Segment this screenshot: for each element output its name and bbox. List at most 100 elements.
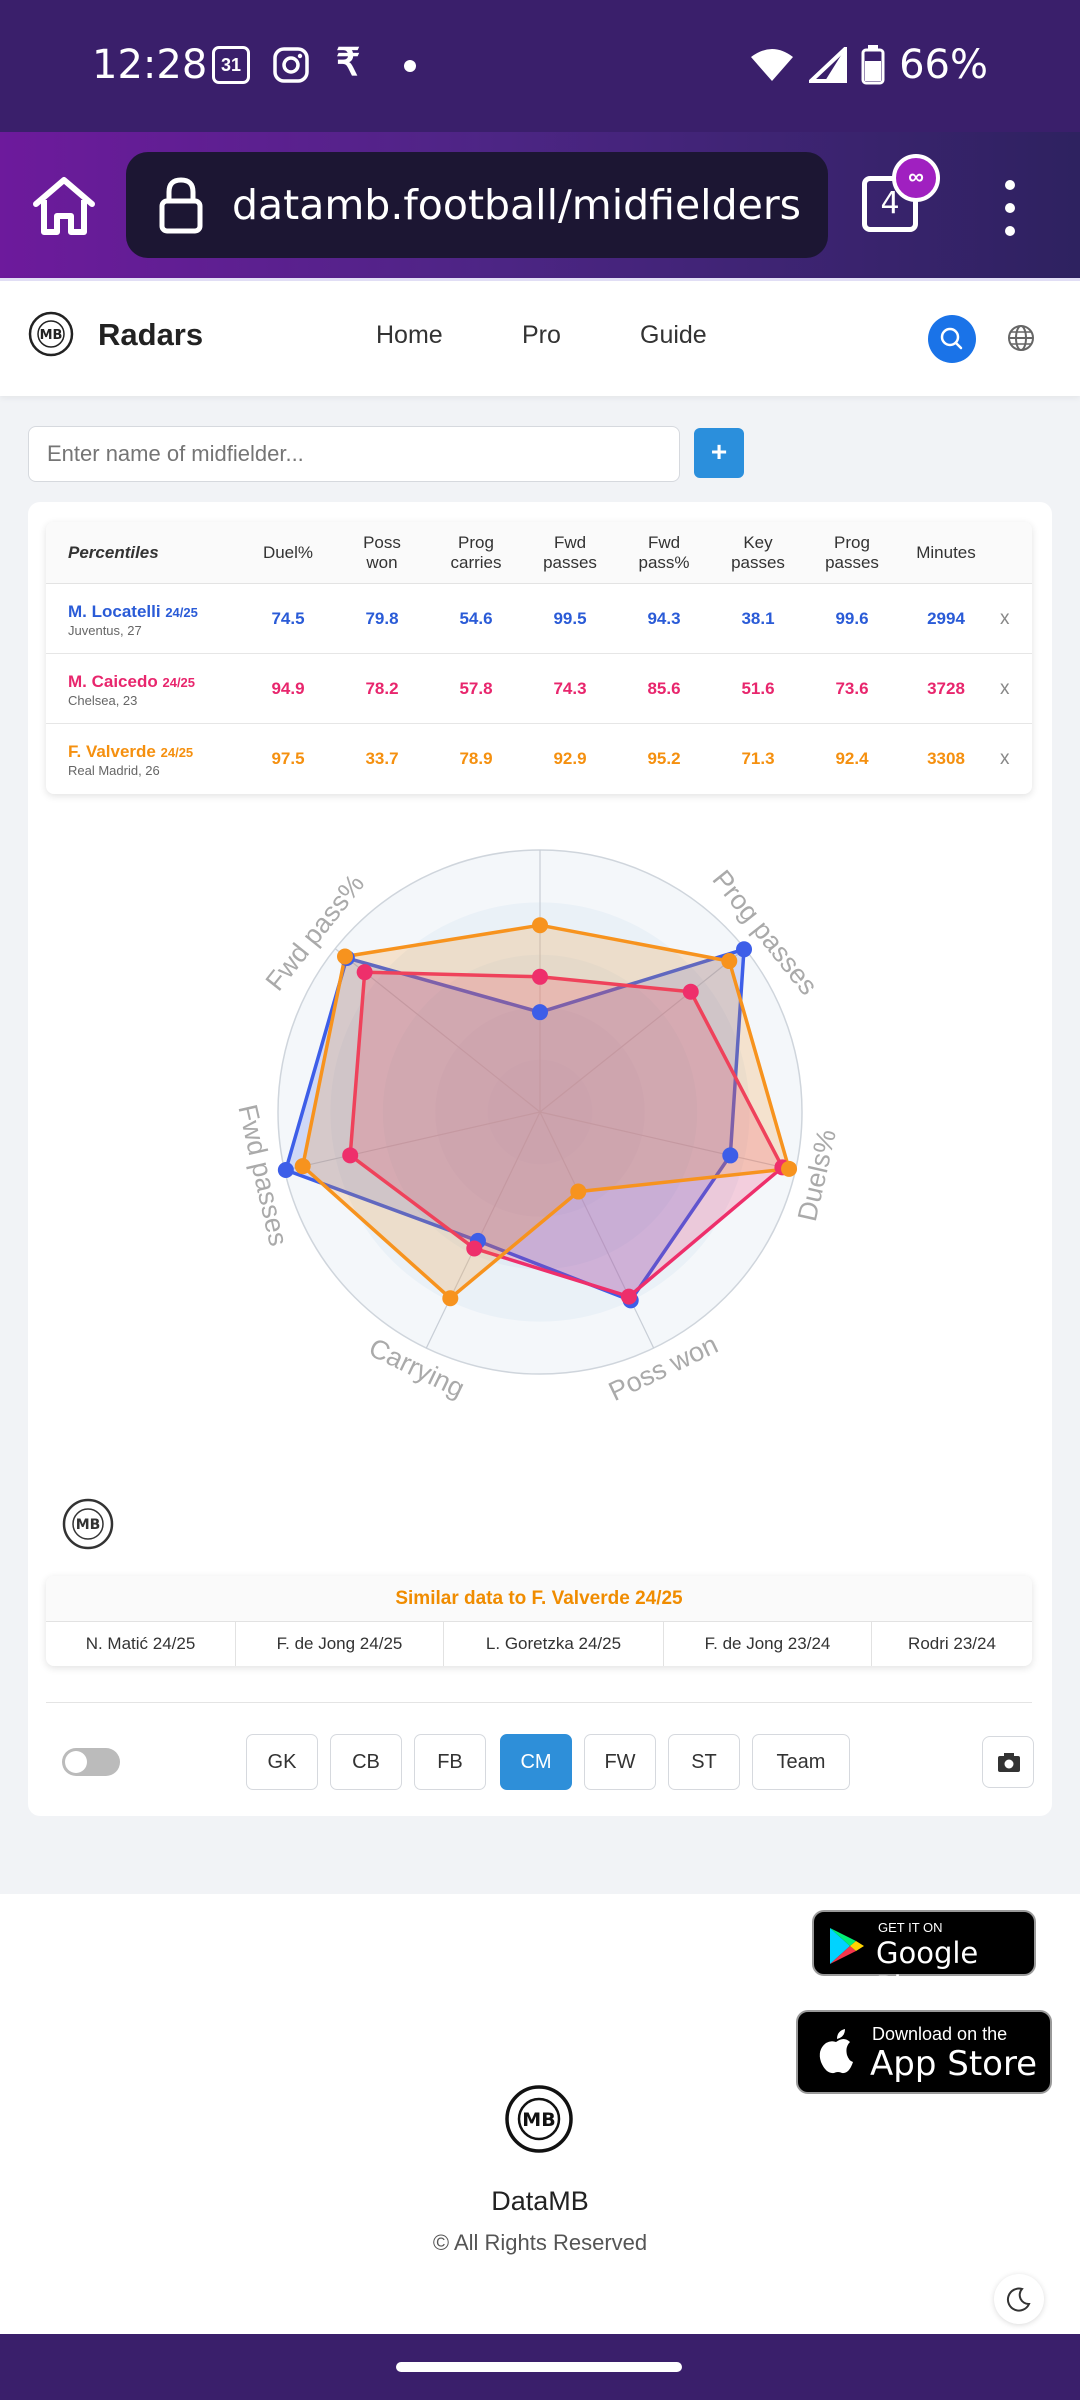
similar-players: Similar data to F. Valverde 24/25 N. Mat… (46, 1576, 1032, 1666)
radar-spoke (539, 1111, 796, 1171)
radar-point (682, 983, 699, 1000)
footer-copyright: © All Rights Reserved (432, 2230, 648, 2255)
nav-pro[interactable]: Pro (522, 321, 561, 349)
datamb-logo-icon[interactable]: MB (28, 311, 74, 357)
table-cell: 74.3 (553, 679, 587, 698)
search-button[interactable] (928, 315, 976, 363)
remove-player-button[interactable]: x (1000, 678, 1010, 699)
google-play-big-text: Google Play (876, 1936, 979, 2004)
position-button-cm[interactable]: CM (500, 1734, 572, 1790)
table-row: F. Valverde 24/25 Real Madrid, 26 97.5 33.7… (46, 724, 1032, 794)
table-cell: 85.6 (647, 679, 681, 698)
compare-toggle[interactable] (62, 1748, 120, 1776)
table-cell: 54.6 (459, 609, 493, 628)
radar-point (620, 1288, 637, 1305)
radar-point (442, 1290, 459, 1307)
status-right: 66% (749, 42, 988, 88)
table-cell: 33.7 (365, 749, 399, 768)
table-cell: 51.6 (741, 679, 775, 698)
radar-point (532, 917, 548, 934)
position-button-cb[interactable]: CB (330, 1734, 402, 1790)
site-brand[interactable]: Radars (98, 317, 204, 352)
similar-item[interactable]: N. Matić 24/25 (46, 1622, 236, 1666)
site-navbar: MB Radars Home Pro Guide (0, 278, 1080, 396)
radar-point (356, 964, 373, 981)
radar-point (294, 1158, 311, 1175)
battery-percent: 66% (899, 42, 988, 88)
player-name[interactable]: M. Locatelli 24/25 (68, 602, 198, 622)
radar-point (532, 1004, 548, 1021)
rupee-icon: ₹ (336, 42, 361, 84)
incognito-badge-icon: ∞ (892, 154, 940, 202)
player-name[interactable]: F. Valverde 24/25 (68, 742, 193, 762)
logo-text: MB (40, 328, 63, 343)
position-button-st[interactable]: ST (668, 1734, 740, 1790)
header-prog-passes: Prog passes (825, 533, 879, 572)
table-cell: 38.1 (741, 609, 775, 628)
dark-mode-button[interactable] (994, 2274, 1044, 2324)
notification-dot-icon (404, 60, 416, 72)
radar-point (736, 941, 753, 958)
remove-player-button[interactable]: x (1000, 608, 1010, 629)
signal-icon (809, 47, 848, 83)
table-cell: 94.9 (271, 679, 305, 698)
player-name[interactable]: M. Caicedo 24/25 (68, 672, 195, 692)
similar-item[interactable]: F. de Jong 23/24 (664, 1622, 872, 1666)
position-button-fb[interactable]: FB (414, 1734, 486, 1790)
watermark-logo-text: MB (76, 1517, 101, 1533)
address-bar[interactable]: datamb.football/midfielders (126, 152, 828, 258)
screenshot-button[interactable] (982, 1736, 1034, 1788)
similar-item[interactable]: F. de Jong 24/25 (236, 1622, 444, 1666)
radar-spoke (539, 948, 746, 1113)
search-icon (940, 327, 963, 350)
similar-item[interactable]: L. Goretzka 24/25 (444, 1622, 664, 1666)
player-name-text: M. Locatelli (68, 602, 161, 621)
app-store-small-text: Download on the (872, 2024, 1008, 2044)
header-duel: Duel% (262, 543, 314, 562)
tab-switcher-button[interactable]: 4 (862, 176, 918, 232)
home-gesture-pill[interactable] (396, 2362, 682, 2372)
header-poss-won: Poss won (363, 533, 401, 572)
player-season: 24/25 (162, 675, 196, 690)
position-button-team[interactable]: Team (752, 1734, 850, 1790)
google-play-small-text: GET IT ON (878, 1920, 943, 1935)
gesture-nav-bar (0, 2334, 1080, 2400)
radar-point (532, 968, 548, 985)
position-button-fw[interactable]: FW (584, 1734, 656, 1790)
remove-player-button[interactable]: x (1000, 748, 1010, 769)
table-cell: 78.2 (365, 679, 399, 698)
toggle-knob (65, 1751, 87, 1773)
table-header: Percentiles Duel% Poss won Prog carries … (46, 522, 1032, 584)
home-icon[interactable] (30, 174, 98, 238)
radar-point (336, 948, 353, 965)
table-cell: 92.4 (835, 749, 869, 768)
radar-spoke (284, 1111, 541, 1171)
google-play-badge[interactable]: GET IT ON Google Play (812, 1910, 1036, 2004)
table-cell: 99.6 (835, 609, 869, 628)
footer: GET IT ON Google Play Download on the Ap… (0, 1894, 1080, 2334)
player-club: Juventus, 27 (68, 623, 142, 638)
similar-title: Similar data to F. Valverde 24/25 (46, 1576, 1032, 1622)
nav-guide[interactable]: Guide (640, 321, 707, 349)
player-search-input[interactable] (28, 426, 680, 482)
player-season: 24/25 (160, 745, 194, 760)
watermark-logo-icon: MB (62, 1498, 114, 1550)
footer-logo-text: MB (522, 2109, 555, 2131)
browser-menu-icon[interactable] (1004, 180, 1016, 236)
browser-toolbar: datamb.football/midfielders 4 ∞ (0, 132, 1080, 278)
similar-item[interactable]: Rodri 23/24 (908, 1634, 996, 1653)
footer-brand: DataMB (491, 2186, 589, 2216)
nav-home[interactable]: Home (376, 321, 443, 349)
globe-icon[interactable] (1006, 323, 1036, 353)
position-button-gk[interactable]: GK (246, 1734, 318, 1790)
player-club: Chelsea, 23 (68, 693, 138, 708)
table-cell: 3728 (927, 679, 965, 698)
app-store-badge[interactable]: Download on the App Store (796, 2010, 1052, 2094)
add-player-button[interactable]: + (694, 428, 744, 478)
table-cell: 95.2 (647, 749, 681, 768)
radar-spoke (425, 1111, 541, 1349)
table-row: M. Caicedo 24/25 Chelsea, 23 94.9 78.2 57.8 7… (46, 654, 1032, 724)
divider (46, 1702, 1032, 1703)
radar-point (342, 1147, 359, 1164)
